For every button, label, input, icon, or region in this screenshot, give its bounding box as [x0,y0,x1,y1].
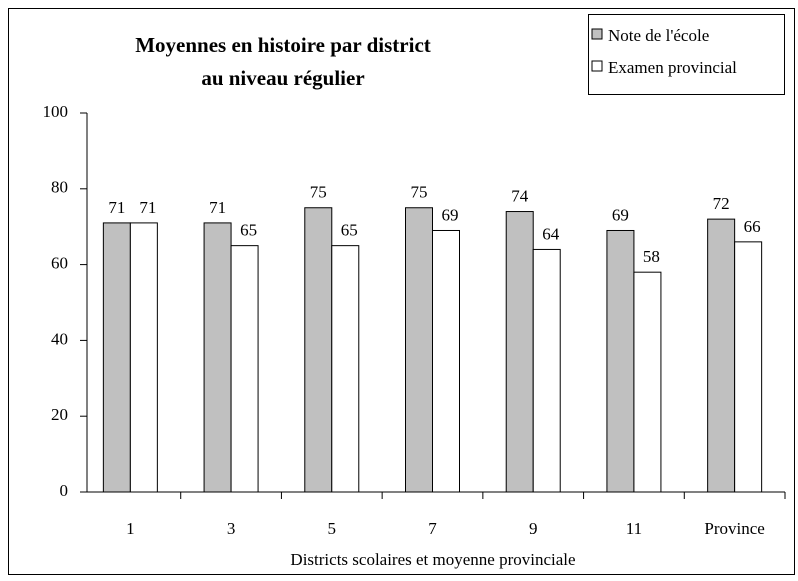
y-tick-label: 100 [43,102,69,121]
y-tick-label: 60 [51,254,68,273]
value-label: 75 [411,183,428,202]
bar [432,229,460,493]
x-axis-label: Districts scolaires et moyenne provincia… [290,550,575,569]
bar [405,207,433,493]
x-tick-label: 3 [227,519,236,538]
bar [505,211,534,493]
value-label: 71 [139,198,156,217]
value-label: 71 [209,198,226,217]
chart-title: au niveau régulier [201,66,364,90]
chart-title: Moyennes en histoire par district [135,33,431,57]
x-tick-label: Province [704,519,764,538]
value-label: 65 [341,221,358,240]
y-tick-label: 80 [51,178,68,197]
legend-swatch [591,28,603,40]
bar [129,222,158,493]
value-label: 72 [713,194,730,213]
value-label: 75 [310,183,327,202]
y-tick-label: 0 [60,481,69,500]
value-label: 65 [240,221,257,240]
value-label: 69 [442,205,459,224]
x-tick-label: 1 [126,519,135,538]
bar [304,207,333,493]
y-tick-label: 40 [51,329,68,348]
legend [588,14,785,95]
bar [633,271,662,493]
bar [606,229,635,493]
bar [203,222,232,493]
bar [230,245,259,493]
legend-label: Examen provincial [608,58,737,77]
legend-label: Note de l'école [608,26,709,45]
x-tick-label: 11 [626,519,642,538]
bar [707,218,736,493]
value-label: 74 [511,186,529,205]
x-tick-label: 5 [328,519,337,538]
bar [532,248,561,493]
value-label: 71 [108,198,125,217]
x-tick-label: 9 [529,519,538,538]
value-label: 64 [542,224,560,243]
y-tick-label: 20 [51,405,68,424]
bar [734,241,763,493]
bar [102,222,131,493]
legend-swatch [591,60,603,72]
x-tick-label: 7 [428,519,437,538]
value-label: 66 [744,217,761,236]
bar [331,245,360,493]
value-label: 69 [612,205,629,224]
value-label: 58 [643,247,660,266]
